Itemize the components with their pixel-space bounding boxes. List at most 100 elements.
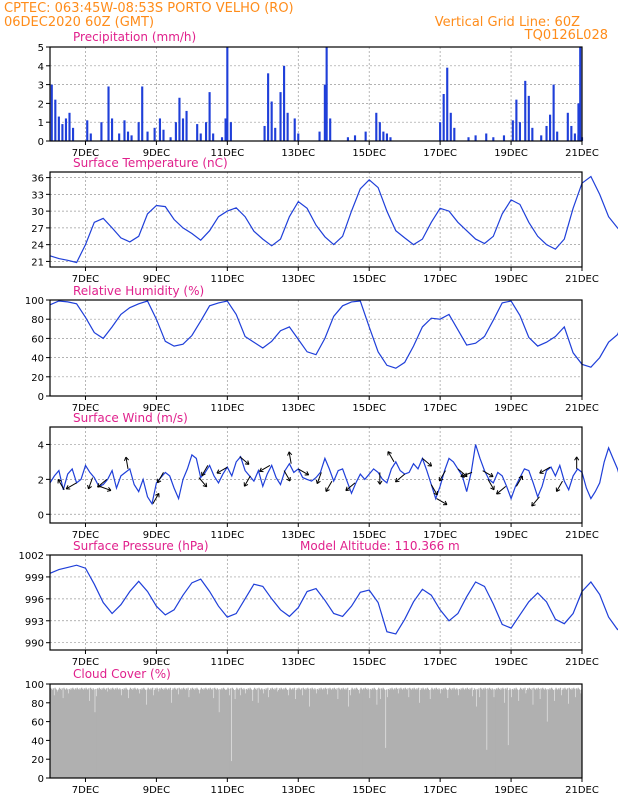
cloud-bar [89,700,91,778]
cloud-bar [279,689,281,778]
cloud-bar [557,690,559,778]
precip-bar [518,122,521,141]
cloud-bar [440,693,442,778]
cloud-bar [314,688,316,778]
cloud-bar [66,689,69,778]
cloud-bar [121,688,124,778]
y-tick-label: 27 [31,224,44,235]
cloud-bar [425,689,428,778]
cloud-bar [223,688,226,778]
cloud-bar [559,687,562,778]
cloud-bar [150,688,152,778]
cloud-bar [187,687,189,778]
cloud-bar [528,687,531,778]
cloud-bar [320,687,322,778]
wind-arrow [436,498,448,506]
cloud-bar [113,690,116,778]
cloud-bar [567,703,570,778]
wind-arrow-shaft [65,482,77,490]
wind-arrow-head [106,489,112,492]
precip-bar [382,131,385,141]
cloud-bar [464,688,467,778]
panel-4 [46,426,618,527]
wind-arrow-head [490,487,495,491]
wind-arrow-shaft [157,472,164,484]
cloud-bar [433,690,435,778]
cloud-bar [413,687,415,778]
cloud-bar [345,688,347,778]
cloud-bar [433,688,436,778]
cloud-bar [60,690,62,778]
x-tick-label: 9DEC [143,657,170,668]
wind-arrow-head [57,479,62,482]
cloud-bar [88,688,90,778]
panel-3 [46,299,618,400]
cloud-bar [335,690,337,778]
cloud-bar [108,688,110,778]
cloud-bar [231,687,234,778]
cloud-bar [498,688,500,778]
cloud-bar [78,690,80,778]
wind-arrow [438,470,446,482]
x-tick-label: 9DEC [143,785,170,796]
cloud-bar [436,688,438,778]
cloud-bar [437,690,439,778]
cloud-bar [138,693,140,778]
x-tick-label: 19DEC [494,530,528,541]
cloud-bar [332,689,335,778]
cloud-bar [485,688,487,778]
precip-bar [274,127,277,141]
precip-bar [552,84,555,141]
precip-bar [111,118,114,141]
cloud-bar [522,688,524,778]
panel-frame [49,426,583,524]
cloud-bar [273,690,275,778]
cloud-bar [568,687,570,778]
cloud-bar [116,687,118,778]
cloud-bar [576,689,578,778]
cloud-bar [269,688,272,778]
cloud-bar [159,688,161,778]
precip-bar [385,133,388,141]
cloud-bar [228,688,230,778]
cloud-bar [128,698,130,778]
cloud-bar [264,690,266,778]
cloud-bar [112,688,115,778]
cloud-bar [290,688,292,778]
y-tick-label: 24 [31,241,44,252]
precip-bar [449,112,452,141]
y-tick-label: 21 [31,257,44,268]
cloud-bar [268,697,270,778]
y-tick-label: 4 [38,440,44,451]
cloud-bar [56,690,58,778]
cloud-bar [112,687,114,778]
cloud-bar [549,688,551,778]
cloud-bar [545,689,547,778]
cloud-bar [175,688,177,778]
y-tick-label: 999 [25,573,44,584]
wind-arrow-shaft [387,451,395,463]
cloud-bar [253,687,256,778]
cloud-bar [71,689,73,778]
wind-arrow [515,475,524,487]
x-tick-label: 7DEC [72,785,99,796]
wind-arrow-head [345,486,348,491]
panel-title: Surface Temperature (nC) [73,156,228,170]
precip-bar [185,110,188,141]
wind-arrow [387,451,395,463]
cloud-bar [477,690,479,778]
cloud-bar [495,690,497,778]
cloud-bar [196,687,198,778]
wind-arrow-head [247,460,250,465]
cloud-bar [76,687,78,778]
cloud-bar [399,689,401,778]
precip-bar [220,137,224,141]
precip-bar [212,133,215,141]
cloud-bar [276,691,279,778]
cloud-bar [317,690,320,778]
cloud-bar [476,688,478,778]
cloud-bar [392,688,394,778]
precip-bar [107,86,110,141]
cloud-bar [99,688,101,778]
cloud-bar [140,690,142,778]
